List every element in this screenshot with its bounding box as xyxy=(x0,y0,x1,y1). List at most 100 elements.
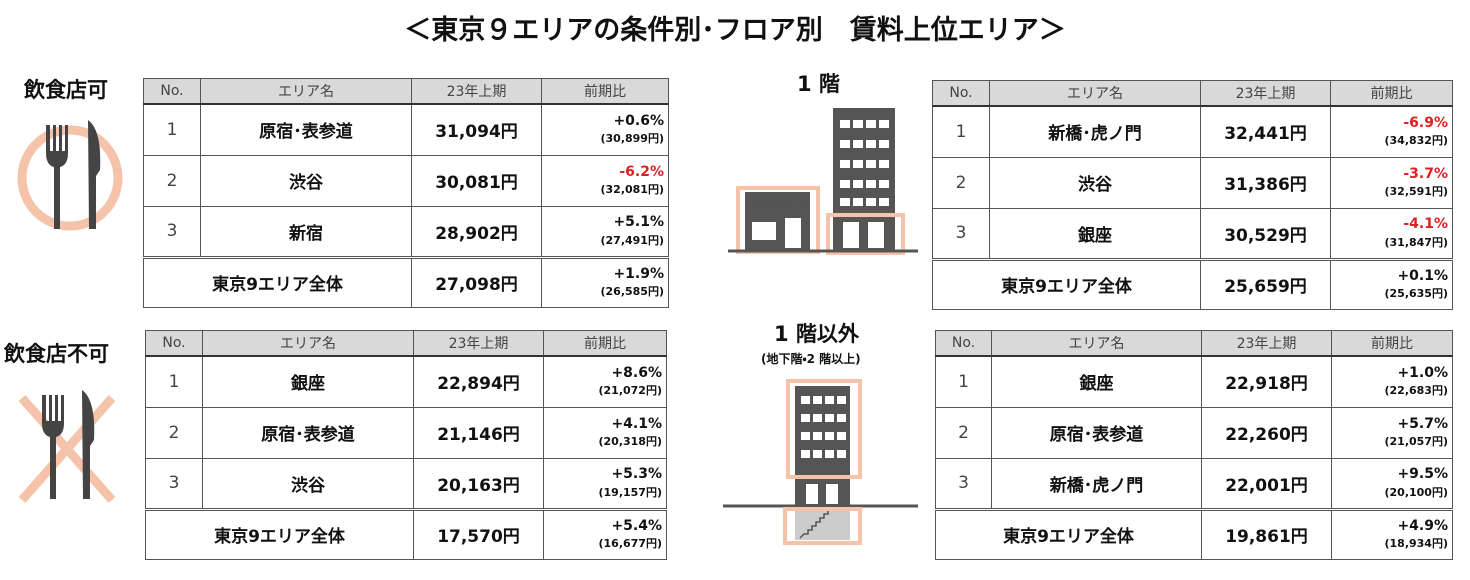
area: 銀座 xyxy=(989,207,1201,260)
icon-other-floors xyxy=(723,379,918,545)
change-cell: +0.1% (25,635円) xyxy=(1330,257,1453,310)
area: 東京9エリア全体 xyxy=(143,255,412,308)
header-cell: No. xyxy=(932,80,990,107)
area: 東京9エリア全体 xyxy=(932,257,1201,310)
header-cell: 23年上期 xyxy=(413,330,544,357)
previous: (34,832円) xyxy=(1384,134,1448,148)
rank: 1 xyxy=(935,355,992,408)
change: +5.7% xyxy=(1397,415,1448,432)
rank: 3 xyxy=(145,457,203,510)
header-row: No. エリア名 23年上期 前期比 xyxy=(935,330,1453,357)
header-cell: 前期比 xyxy=(541,78,669,105)
previous: (21,072円) xyxy=(598,384,662,398)
previous: (30,899円) xyxy=(600,132,664,146)
rank: 3 xyxy=(935,457,992,510)
rank: 2 xyxy=(143,154,201,207)
rent: 32,441円 xyxy=(1200,105,1331,158)
data-row: 3 銀座 30,529円 -4.1% (31,847円) xyxy=(932,207,1453,260)
data-row: 2 渋谷 31,386円 -3.7% (32,591円) xyxy=(932,156,1453,209)
header-cell: 前期比 xyxy=(1331,330,1453,357)
header-cell: No. xyxy=(143,78,201,105)
change: +1.0% xyxy=(1397,365,1448,381)
area: 東京9エリア全体 xyxy=(145,507,414,560)
rent-table: No. エリア名 23年上期 前期比 1 新橋･虎ノ門 32,441円 -6.9% (34,83… xyxy=(932,80,1453,310)
area: 原宿･表参道 xyxy=(991,406,1202,459)
section-label: 1 階以外 xyxy=(774,322,859,346)
rent: 20,163円 xyxy=(413,457,544,510)
header-cell: エリア名 xyxy=(200,78,412,105)
change-cell: +4.1% (20,318円) xyxy=(543,406,667,459)
rent: 19,861円 xyxy=(1201,507,1332,560)
header-cell: No. xyxy=(935,330,992,357)
area: 銀座 xyxy=(991,355,1202,408)
header-row: No. エリア名 23年上期 前期比 xyxy=(143,78,669,105)
total-row: 東京9エリア全体 19,861円 +4.9% (18,934円) xyxy=(935,507,1453,560)
data-row: 1 銀座 22,918円 +1.0% (22,683円) xyxy=(935,355,1453,408)
rent: 31,094円 xyxy=(411,103,542,156)
previous: (32,081円) xyxy=(600,183,664,197)
data-row: 2 渋谷 30,081円 -6.2% (32,081円) xyxy=(143,154,669,207)
area: 渋谷 xyxy=(202,457,414,510)
data-row: 3 新橋･虎ノ門 22,001円 +9.5% (20,100円) xyxy=(935,457,1453,510)
data-row: 2 原宿･表参道 21,146円 +4.1% (20,318円) xyxy=(145,406,667,459)
header-row: No. エリア名 23年上期 前期比 xyxy=(145,330,667,357)
rank: 1 xyxy=(145,355,203,408)
data-row: 1 銀座 22,894円 +8.6% (21,072円) xyxy=(145,355,667,408)
change-cell: +8.6% (21,072円) xyxy=(543,355,667,408)
data-row: 1 新橋･虎ノ門 32,441円 -6.9% (34,832円) xyxy=(932,105,1453,158)
rank: 1 xyxy=(143,103,201,156)
rent: 25,659円 xyxy=(1200,257,1331,310)
rent: 22,894円 xyxy=(413,355,544,408)
section-label: 1 階 xyxy=(797,72,840,96)
area: 新橋･虎ノ門 xyxy=(991,457,1202,510)
change-cell: +9.5% (20,100円) xyxy=(1331,457,1453,510)
area: 原宿･表参道 xyxy=(202,406,414,459)
page-title: ＜東京９エリアの条件別･フロア別 賃料上位エリア＞ xyxy=(404,15,1066,46)
rent-table: No. エリア名 23年上期 前期比 1 銀座 22,918円 +1.0% (22,683円) 2… xyxy=(935,330,1453,560)
rent: 22,260円 xyxy=(1201,406,1332,459)
rank: 3 xyxy=(143,205,201,258)
header-cell: 前期比 xyxy=(1330,80,1453,107)
rent: 31,386円 xyxy=(1200,156,1331,209)
previous: (32,591円) xyxy=(1384,185,1448,199)
previous: (19,157円) xyxy=(598,485,662,499)
section-sublabel: (地下階・2 階以上) xyxy=(761,352,861,366)
change-cell: +5.3% (19,157円) xyxy=(543,457,667,510)
change-cell: -4.1% (31,847円) xyxy=(1330,207,1453,260)
change-cell: +1.0% (22,683円) xyxy=(1331,355,1453,408)
change: +5.1% xyxy=(613,214,664,231)
section-label: 飲食店不可 xyxy=(4,342,109,366)
area: 渋谷 xyxy=(989,156,1201,209)
data-row: 1 原宿･表参道 31,094円 +0.6% (30,899円) xyxy=(143,103,669,156)
rent: 17,570円 xyxy=(413,507,544,560)
section-label: 飲食店可 xyxy=(24,78,108,102)
previous: (18,934円) xyxy=(1384,537,1448,551)
rent: 22,918円 xyxy=(1201,355,1332,408)
header-cell: エリア名 xyxy=(991,330,1202,357)
change: +4.1% xyxy=(611,415,662,432)
rent: 21,146円 xyxy=(413,406,544,459)
area: 銀座 xyxy=(202,355,414,408)
change: +5.3% xyxy=(611,466,662,483)
previous: (20,318円) xyxy=(598,435,662,449)
previous: (22,683円) xyxy=(1384,384,1448,398)
icon-no-restaurant xyxy=(18,390,116,503)
change: +4.9% xyxy=(1397,517,1448,534)
previous: (20,100円) xyxy=(1384,485,1448,499)
change: +5.4% xyxy=(611,517,662,534)
change-cell: +1.9% (26,585円) xyxy=(541,255,669,308)
change: -6.2% xyxy=(619,163,664,180)
data-row: 3 渋谷 20,163円 +5.3% (19,157円) xyxy=(145,457,667,510)
data-row: 2 原宿･表参道 22,260円 +5.7% (21,057円) xyxy=(935,406,1453,459)
previous: (27,491円) xyxy=(600,233,664,247)
change-cell: +5.1% (27,491円) xyxy=(541,205,669,258)
change: -3.7% xyxy=(1403,165,1448,182)
change-cell: +5.4% (16,677円) xyxy=(543,507,667,560)
header-cell: エリア名 xyxy=(202,330,414,357)
rank: 1 xyxy=(932,105,990,158)
area: 渋谷 xyxy=(200,154,412,207)
change-cell: +4.9% (18,934円) xyxy=(1331,507,1453,560)
change-cell: -3.7% (32,591円) xyxy=(1330,156,1453,209)
